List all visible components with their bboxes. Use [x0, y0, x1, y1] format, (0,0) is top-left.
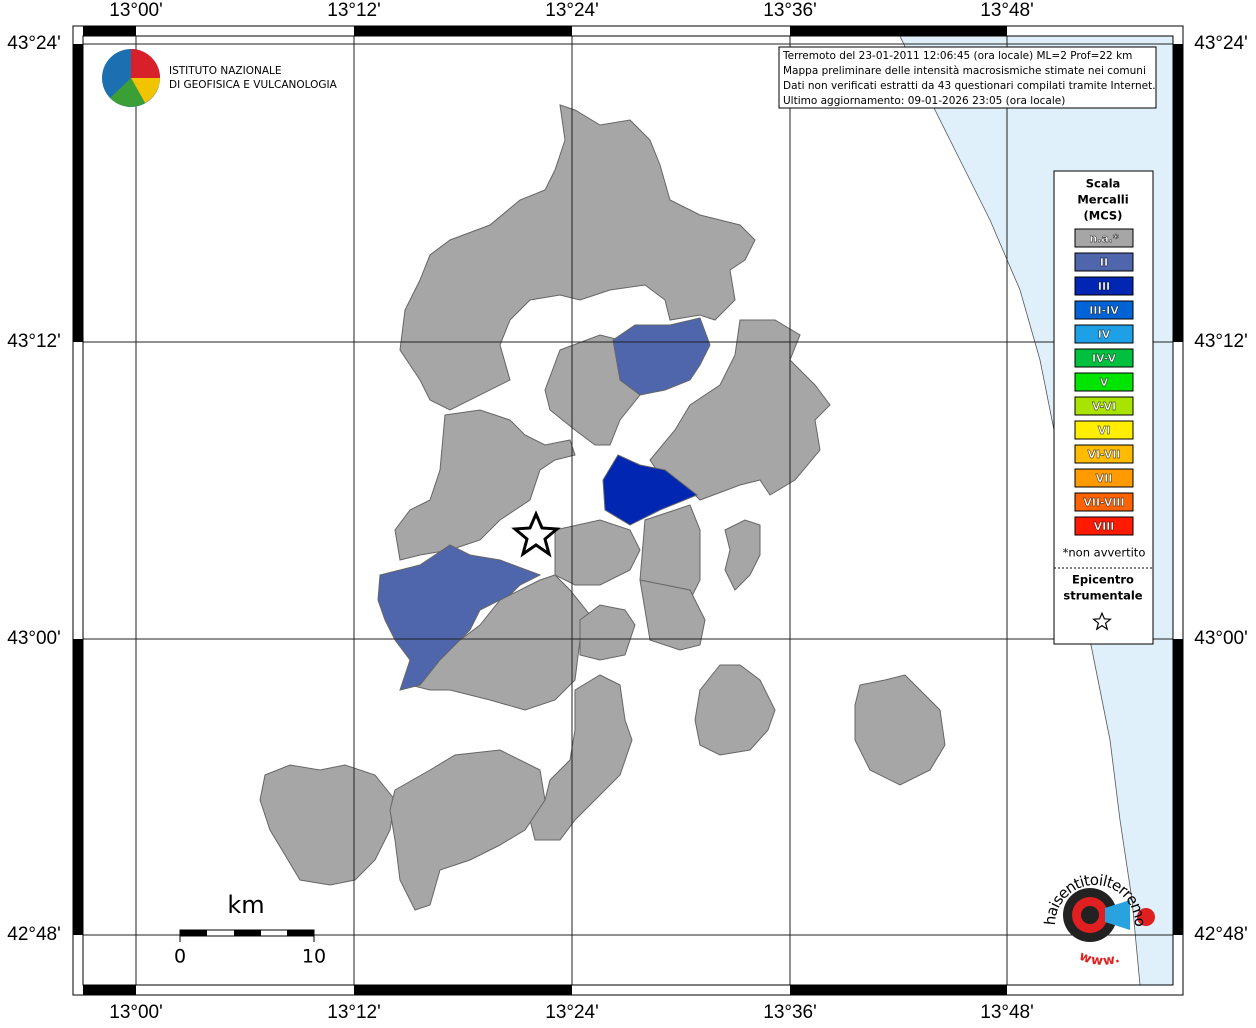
municipality-iii	[602, 454, 698, 526]
lat-label: 43°00'	[7, 628, 61, 649]
lon-label: 13°48'	[980, 1002, 1034, 1023]
ingv-logo: ISTITUTO NAZIONALE DI GEOFISICA E VULCAN…	[102, 49, 338, 107]
info-line: Terremoto del 23-01-2011 12:06:45 (ora l…	[782, 50, 1132, 62]
lat-label: 42°48'	[7, 924, 61, 945]
lat-label: 42°48'	[1194, 924, 1248, 945]
legend-label: VII	[1096, 472, 1113, 485]
lon-label: 13°12'	[327, 1002, 381, 1023]
municipality	[854, 674, 946, 786]
legend-swatch	[1074, 252, 1134, 272]
legend-swatch	[1074, 228, 1134, 248]
lat-label: 43°00'	[1194, 628, 1248, 649]
lon-label: 13°36'	[763, 1002, 817, 1023]
axis-labels: 13°00' 13°12' 13°24' 13°36' 13°48' 13°00…	[7, 0, 1248, 1023]
lon-label: 13°12'	[327, 0, 381, 21]
legend-label: IV	[1098, 328, 1111, 341]
lon-label: 13°36'	[763, 0, 817, 21]
municipality-ii	[612, 317, 711, 396]
lon-label: 13°48'	[980, 0, 1034, 21]
municipality-ii	[377, 544, 542, 691]
legend-swatch	[1074, 468, 1134, 488]
municipality	[394, 409, 576, 561]
frame	[72, 25, 1184, 996]
municipality	[579, 604, 636, 661]
legend-label: V-VI	[1092, 400, 1116, 413]
municipality	[649, 319, 831, 501]
legend-label: II	[1100, 256, 1108, 269]
municipality	[639, 579, 706, 651]
lon-label: 13°24'	[545, 1002, 599, 1023]
legend-swatch	[1074, 444, 1134, 464]
legend-swatch	[1074, 300, 1134, 320]
legend: Scala Mercalli (MCS) *non avvertito Epic…	[1053, 170, 1154, 645]
lat-label: 43°24'	[1194, 33, 1248, 54]
info-box: Terremoto del 23-01-2011 12:06:45 (ora l…	[778, 46, 1157, 109]
legend-swatch	[1074, 420, 1134, 440]
legend-label: VIII	[1094, 520, 1115, 533]
legend-label: VI-VII	[1087, 448, 1120, 461]
lat-label: 43°24'	[7, 33, 61, 54]
scale-unit: km	[227, 891, 264, 919]
municipality	[409, 574, 591, 711]
scale-label: 0	[174, 946, 186, 968]
legend-epicenter: strumentale	[1063, 589, 1142, 603]
badge-www: www.	[1077, 948, 1121, 968]
info-line: Dati non verificati estratti da 43 quest…	[783, 80, 1156, 92]
municipality	[389, 749, 546, 911]
legend-label: III-IV	[1089, 304, 1119, 317]
legend-title: Mercalli	[1077, 193, 1128, 207]
lon-label: 13°00'	[109, 1002, 163, 1023]
legend-label: VII-VIII	[1083, 496, 1124, 509]
legend-note: *non avvertito	[1063, 546, 1146, 560]
legend-swatch	[1074, 372, 1134, 392]
legend-epicenter: Epicentro	[1072, 573, 1134, 587]
legend-swatch	[1074, 276, 1134, 296]
legend-label: V	[1100, 376, 1109, 389]
frame-outer	[72, 25, 1184, 996]
lat-label: 43°12'	[1194, 331, 1248, 352]
lon-label: 13°24'	[545, 0, 599, 21]
info-line: Ultimo aggiornamento: 09-01-2026 23:05 (…	[783, 95, 1065, 107]
legend-title: Scala	[1086, 177, 1121, 191]
municipality	[554, 519, 641, 586]
legend-swatch	[1074, 396, 1134, 416]
municipality	[724, 519, 761, 591]
logo-text: ISTITUTO NAZIONALE	[169, 65, 282, 77]
info-line: Mappa preliminare delle intensità macros…	[783, 65, 1146, 77]
epicenter-star	[511, 510, 561, 558]
legend-star	[1092, 611, 1112, 631]
legend-swatch	[1074, 516, 1134, 536]
scale-bar: km 0 10	[174, 891, 326, 968]
frame-inner	[82, 35, 1174, 986]
scale-label: 10	[302, 946, 326, 968]
info-frame	[778, 46, 1157, 109]
municipality	[399, 104, 756, 411]
municipality	[259, 764, 396, 886]
legend-title: (MCS)	[1084, 209, 1123, 223]
legend-swatch	[1074, 324, 1134, 344]
municipality	[529, 674, 633, 841]
legend-swatch	[1074, 492, 1134, 512]
legend-label: III	[1098, 280, 1110, 293]
legend-label: IV-V	[1092, 352, 1117, 365]
municipality	[694, 664, 776, 756]
legend-label: n.a.*	[1089, 232, 1119, 245]
lon-label: 13°00'	[109, 0, 163, 21]
lat-label: 43°12'	[7, 331, 61, 352]
logo-text: DI GEOFISICA E VULCANOLOGIA	[169, 79, 338, 91]
legend-label: VI	[1098, 424, 1111, 437]
municipalities	[259, 104, 946, 911]
legend-swatch	[1074, 348, 1134, 368]
badge-www-path: www.	[1077, 948, 1121, 968]
